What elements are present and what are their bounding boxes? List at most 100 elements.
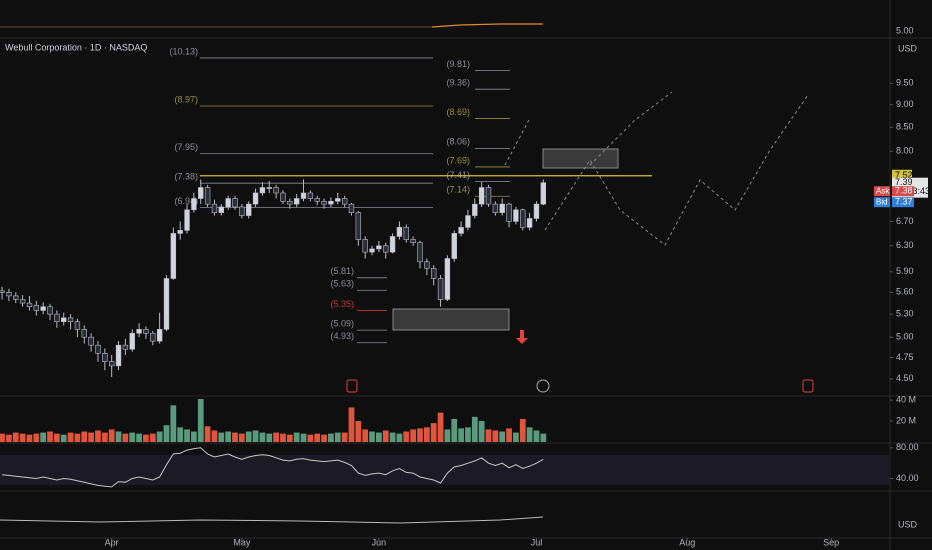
volume-bar	[403, 431, 410, 442]
volume-bar	[471, 416, 478, 442]
candle-body	[67, 317, 74, 322]
candle-body	[307, 192, 314, 199]
candle-body	[417, 242, 423, 263]
volume-bar	[122, 433, 129, 442]
volume-bar	[492, 430, 499, 442]
volume-bar	[423, 427, 430, 442]
candle-body	[266, 187, 272, 189]
volume-bar	[74, 433, 81, 442]
y-tick-label: 6.30	[896, 240, 914, 250]
candle-body	[115, 344, 122, 367]
volume-bar	[238, 433, 245, 442]
candle-body	[6, 292, 12, 297]
candle-body	[13, 295, 19, 300]
rsi-tick-label: 40.00	[896, 473, 919, 483]
volume-bar	[218, 432, 225, 442]
candle-body	[424, 261, 430, 269]
volume-bar	[115, 431, 122, 442]
currency-label: USD	[898, 43, 918, 53]
candle-body	[472, 203, 478, 216]
volume-bar	[33, 433, 40, 442]
level-label: (8.97)	[174, 94, 198, 104]
volume-bar	[513, 432, 519, 442]
volume-bar	[444, 429, 451, 442]
volume-bar	[108, 429, 115, 442]
candle-body	[499, 203, 505, 213]
stop-box	[392, 308, 510, 331]
level-label: (9.81)	[446, 59, 470, 69]
ask-name: Ask	[876, 186, 890, 195]
candle-body	[444, 258, 451, 300]
level-label: (7.14)	[446, 185, 470, 195]
alert-label: 7.52	[895, 170, 913, 180]
y-tick-label: 5.60	[896, 287, 914, 297]
volume-bar	[389, 432, 396, 442]
volume-bar	[26, 434, 33, 442]
top-tick-label: 5.00	[896, 25, 914, 35]
volume-bar	[245, 431, 252, 442]
candle-body	[410, 239, 416, 243]
volume-bar	[129, 432, 136, 442]
last-price-label: 7.39	[895, 177, 913, 187]
level-label: (8.06)	[446, 137, 470, 147]
level-label: (5.09)	[330, 319, 354, 329]
candle-body	[396, 227, 403, 237]
volume-bar	[225, 431, 232, 442]
level-label: (6.94)	[174, 196, 198, 206]
candle-body	[321, 200, 327, 205]
candle-body	[122, 344, 129, 350]
candle-body	[19, 299, 26, 304]
volume-bar	[533, 430, 540, 442]
volume-bar	[506, 428, 512, 442]
candle-body	[335, 198, 341, 202]
y-tick-label: 9.00	[896, 99, 914, 109]
volume-bar	[300, 433, 307, 442]
candle-body	[328, 200, 334, 205]
candle-body	[95, 344, 101, 354]
volume-bar	[321, 434, 327, 442]
volume-bar	[101, 432, 108, 442]
volume-bar	[293, 432, 300, 442]
candle-body	[184, 209, 190, 231]
candle-body	[108, 361, 115, 367]
ask-name-bg	[874, 186, 890, 197]
volume-bar	[396, 433, 403, 442]
top-indicator-line	[431, 23, 543, 28]
candle-body	[526, 218, 533, 228]
candle-body	[458, 227, 464, 234]
candle-body	[403, 227, 409, 240]
level-label: (5.81)	[330, 266, 354, 276]
volume-bar	[519, 418, 526, 442]
volume-bar	[485, 429, 492, 442]
bid-name-bg	[874, 197, 890, 208]
volume-bar	[19, 433, 26, 442]
rsi-band	[0, 455, 890, 485]
volume-bar	[136, 433, 142, 442]
level-label: (8.69)	[446, 107, 470, 117]
volume-bar	[6, 434, 12, 442]
candle-body	[177, 230, 183, 234]
candle-body	[362, 239, 368, 253]
candle-body	[355, 212, 362, 240]
volume-bar	[478, 421, 485, 442]
volume-bar	[451, 418, 458, 442]
candle-body	[533, 203, 540, 219]
volume-tick-label: 20 M	[896, 415, 916, 425]
candle-body	[430, 268, 437, 279]
y-tick-label: 5.00	[896, 332, 914, 342]
y-tick-label: 5.90	[896, 266, 914, 276]
volume-bar	[143, 434, 149, 442]
volume-bar	[53, 433, 60, 442]
volume-bar	[410, 429, 417, 442]
bottom-indicator-line	[0, 516, 544, 524]
candle-body	[211, 203, 218, 213]
y-tick-label: 5.30	[896, 309, 914, 319]
volume-bar	[47, 431, 53, 442]
candle-body	[492, 203, 499, 213]
volume-bar	[458, 428, 464, 442]
candle-body	[246, 203, 252, 216]
down-arrow	[516, 330, 528, 344]
candle-body	[369, 248, 375, 253]
